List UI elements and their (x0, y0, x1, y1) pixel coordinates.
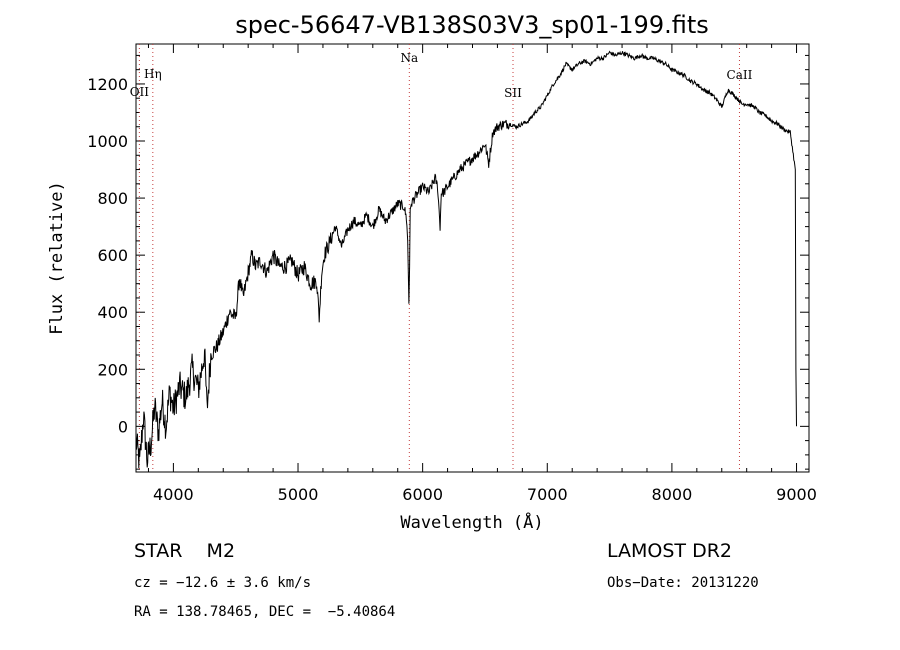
x-axis: 4000 5000 6000 7000 8000 9000 (147, 44, 817, 504)
line-marker-label: SII (504, 86, 522, 100)
line-marker-label: Hη (144, 67, 162, 81)
x-tick-label: 5000 (278, 485, 319, 504)
x-axis-label: Wavelength (Å) (400, 511, 543, 533)
line-marker-label: Na (400, 51, 418, 65)
y-tick-label: 200 (97, 360, 128, 379)
y-tick-label: 1000 (87, 132, 128, 151)
coordinates: RA = 138.78465, DEC = −5.40864 (134, 604, 396, 620)
line-marker-label: OII (130, 85, 150, 99)
redshift-value: cz = −12.6 ± 3.6 km/s (134, 575, 312, 591)
x-tick-label: 8000 (652, 485, 693, 504)
spectrum-chart: spec-56647-VB138S03V3_sp01-199.fits 4000… (47, 11, 817, 533)
x-tick-label: 6000 (402, 485, 443, 504)
x-tick-label: 4000 (153, 485, 194, 504)
spectrum-line (135, 50, 797, 469)
y-axis-label: Flux (relative) (47, 181, 67, 335)
survey-name: LAMOST DR2 (607, 540, 732, 562)
spectral-line-markers: OII Hη Na SII CaII (130, 44, 753, 472)
object-class: STAR M2 (134, 540, 236, 562)
y-tick-label: 400 (97, 303, 128, 322)
y-axis: 0 200 400 600 800 1000 1200 (87, 54, 809, 470)
y-tick-label: 0 (118, 417, 128, 436)
x-tick-label: 7000 (527, 485, 568, 504)
y-tick-label: 1200 (87, 75, 128, 94)
obs-date: Obs−Date: 20131220 (607, 575, 759, 591)
y-tick-label: 800 (97, 189, 128, 208)
y-tick-label: 600 (97, 246, 128, 265)
chart-title: spec-56647-VB138S03V3_sp01-199.fits (235, 11, 709, 39)
x-tick-label: 9000 (776, 485, 817, 504)
plot-frame (135, 43, 810, 473)
line-marker-label: CaII (727, 68, 753, 82)
